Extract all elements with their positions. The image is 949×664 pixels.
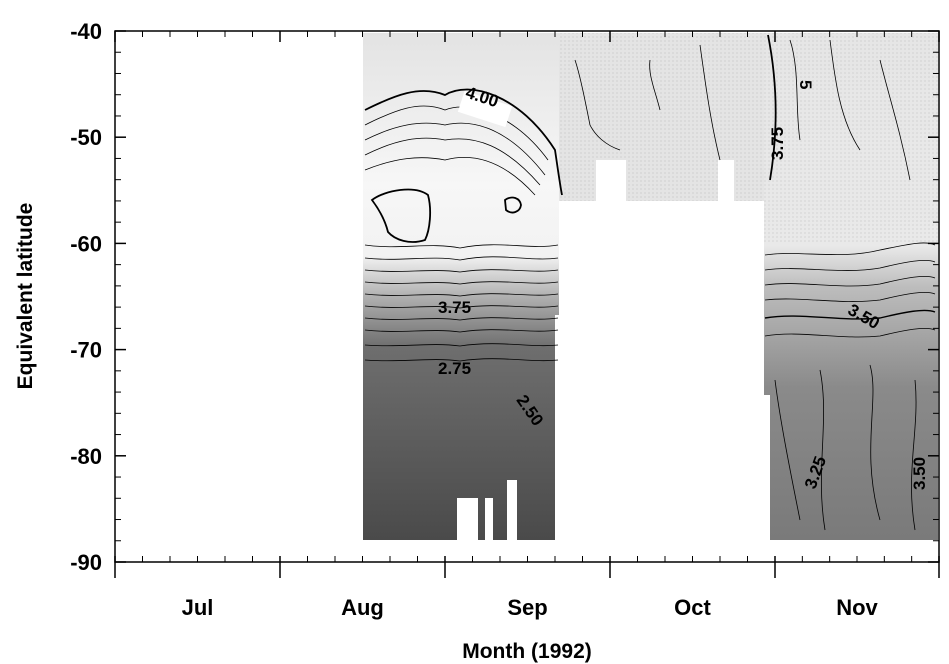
contour-label: 3.50 (910, 457, 929, 490)
y-tick-label: -40 (70, 19, 102, 44)
x-tick-label: Sep (507, 595, 547, 620)
gap-sep-3 (507, 480, 517, 542)
y-tick-label: -60 (70, 231, 102, 256)
y-tick-label: -70 (70, 338, 102, 363)
region-nov-texture (764, 33, 938, 243)
contour-lines (364, 34, 936, 531)
gap-sep-2 (485, 498, 493, 542)
x-tick-label: Nov (836, 595, 878, 620)
y-tick-label: -80 (70, 444, 102, 469)
gap-nov-left (762, 395, 770, 542)
contour-label: 3.75 (438, 298, 471, 317)
gap-sep-edge (555, 315, 561, 542)
y-axis-title: Equivalent latitude (14, 203, 37, 390)
x-axis-title: Month (1992) (462, 640, 592, 663)
x-tick-label: Aug (341, 595, 384, 620)
x-tick-label: Oct (674, 595, 711, 620)
contour-label: 2.75 (438, 359, 471, 378)
contour-label: 3.75 (768, 127, 787, 160)
contour-label: 5 (796, 80, 815, 89)
gap-oct-top (596, 160, 626, 202)
gap-sep-1 (457, 498, 478, 542)
x-axis: Jul Aug Sep Oct Nov (114, 31, 940, 620)
y-axis: -40 -50 -60 -70 -80 -90 (70, 19, 939, 575)
region-aug-sep (363, 33, 559, 540)
gap-oct-right (718, 160, 734, 202)
y-tick-label: -90 (70, 550, 102, 575)
x-tick-label: Jul (182, 595, 214, 620)
shaded-data-regions (363, 33, 938, 542)
y-tick-label: -50 (70, 125, 102, 150)
